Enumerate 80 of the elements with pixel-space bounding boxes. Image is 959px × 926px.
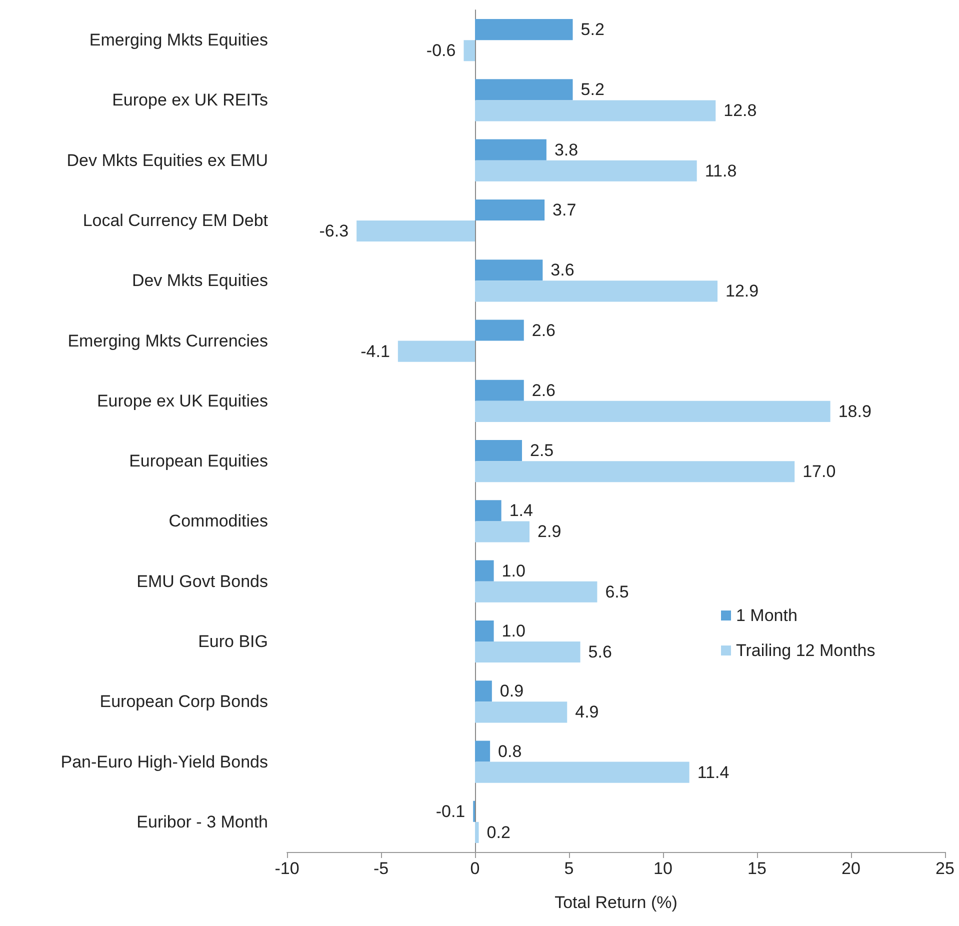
bar: [475, 500, 502, 522]
data-label: 3.6: [550, 260, 574, 280]
bar: [475, 79, 573, 100]
bar: [475, 260, 543, 281]
x-tick-label: 0: [470, 859, 480, 878]
data-label: 18.9: [838, 402, 872, 421]
bar: [475, 380, 524, 401]
data-label: -0.1: [436, 802, 466, 821]
data-label: -6.3: [319, 222, 349, 241]
x-tick-label: -10: [274, 859, 300, 878]
y-tick-label: Euro BIG: [198, 632, 268, 651]
y-tick-label: Emerging Mkts Currencies: [68, 331, 268, 350]
y-tick-label: European Corp Bonds: [100, 692, 268, 712]
y-tick-label: EMU Govt Bonds: [136, 572, 268, 591]
bar: [475, 440, 522, 462]
bar: [475, 822, 479, 843]
data-label: 5.2: [580, 20, 604, 40]
data-label: 2.5: [530, 441, 554, 460]
data-label: 4.9: [575, 702, 599, 722]
bar: [475, 581, 598, 602]
data-label: 12.8: [724, 101, 757, 120]
legend-label: 1 Month: [736, 606, 798, 625]
bar: [356, 220, 475, 242]
data-label: 2.6: [532, 320, 556, 340]
bar: [475, 762, 690, 783]
x-tick-label: -5: [373, 859, 389, 878]
y-tick-label: Commodities: [168, 512, 268, 531]
bar: [475, 139, 546, 160]
data-label: 0.8: [498, 742, 522, 761]
y-tick-label: Europe ex UK Equities: [96, 391, 268, 410]
bar: [475, 280, 718, 302]
data-label: 12.9: [726, 282, 759, 301]
bar: [475, 620, 494, 642]
x-tick-label: 5: [564, 859, 574, 878]
bar: [464, 40, 475, 62]
x-tick-label: 20: [842, 859, 860, 878]
data-label: 2.6: [532, 380, 556, 400]
data-label: 6.5: [605, 582, 629, 602]
x-axis-title: Total Return (%): [554, 893, 678, 912]
bar: [475, 560, 494, 582]
data-label: 0.2: [486, 822, 510, 842]
legend-label: Trailing 12 Months: [736, 641, 876, 660]
x-tick-label: 25: [936, 859, 954, 878]
data-label: 0.9: [500, 682, 524, 701]
data-label: -0.6: [426, 41, 456, 60]
bar: [475, 160, 697, 182]
data-label: 3.8: [554, 140, 578, 160]
bar: [475, 702, 568, 723]
x-tick-label: 15: [748, 859, 766, 878]
y-tick-label: Euribor - 3 Month: [136, 812, 268, 832]
bar: [475, 740, 490, 762]
bar: [475, 680, 492, 702]
data-label: 3.7: [552, 200, 576, 220]
y-tick-label: Dev Mkts Equities ex EMU: [66, 150, 268, 170]
y-tick-label: Europe ex UK REITs: [112, 90, 268, 110]
bar: [475, 461, 795, 482]
bar: [475, 320, 524, 341]
data-label: 17.0: [802, 462, 836, 482]
data-label: 11.8: [704, 161, 737, 180]
data-label: 11.4: [697, 762, 730, 782]
bar: [475, 19, 573, 40]
y-tick-label: Emerging Mkts Equities: [89, 30, 268, 50]
bar: [398, 340, 475, 362]
data-label: 1.4: [509, 501, 533, 520]
data-label: 2.9: [538, 522, 562, 542]
data-label: 5.6: [588, 642, 612, 662]
data-label: 1.0: [502, 621, 526, 640]
data-label: 5.2: [580, 80, 604, 100]
bar: [475, 199, 545, 220]
y-tick-label: Local Currency EM Debt: [82, 211, 268, 230]
y-tick-label: European Equities: [129, 452, 268, 471]
data-label: 1.0: [502, 561, 526, 580]
bar: [475, 100, 716, 122]
y-tick-label: Pan-Euro High-Yield Bonds: [60, 752, 268, 772]
x-tick-label: 10: [654, 859, 672, 878]
bar: [475, 642, 580, 663]
bar: [475, 521, 530, 542]
data-label: -4.1: [360, 342, 390, 361]
bar: [475, 400, 830, 422]
y-tick-label: Dev Mkts Equities: [132, 271, 268, 290]
